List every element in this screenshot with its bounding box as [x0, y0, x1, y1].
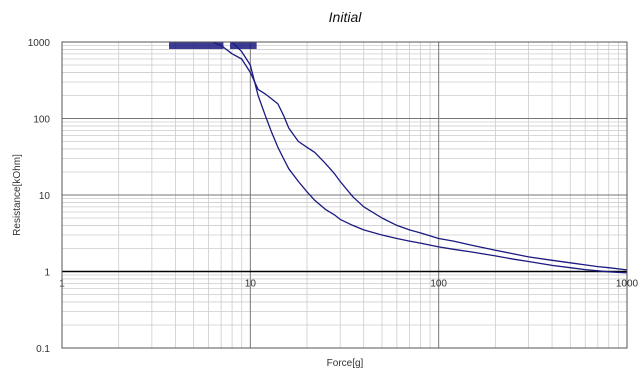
series-line-1	[212, 41, 628, 271]
y-tick-label: 1000	[28, 38, 51, 49]
x-tick-label: 100	[430, 279, 447, 290]
y-tick-label: 100	[33, 115, 50, 126]
y-tick-label: 0.1	[36, 344, 50, 355]
y-axis-title: Resistance[kOhm]	[12, 154, 23, 236]
y-tick-label: 1	[44, 268, 50, 279]
series-line-2	[231, 41, 628, 274]
x-tick-label: 10	[245, 279, 257, 290]
saturation-band	[230, 42, 257, 49]
data-series	[169, 41, 628, 274]
x-axis-title: Force[g]	[327, 358, 364, 369]
saturation-band	[169, 42, 224, 49]
plot-frame	[61, 41, 628, 349]
y-tick-label: 10	[39, 191, 51, 202]
chart-title: Initial	[329, 9, 363, 25]
grid	[61, 41, 628, 349]
